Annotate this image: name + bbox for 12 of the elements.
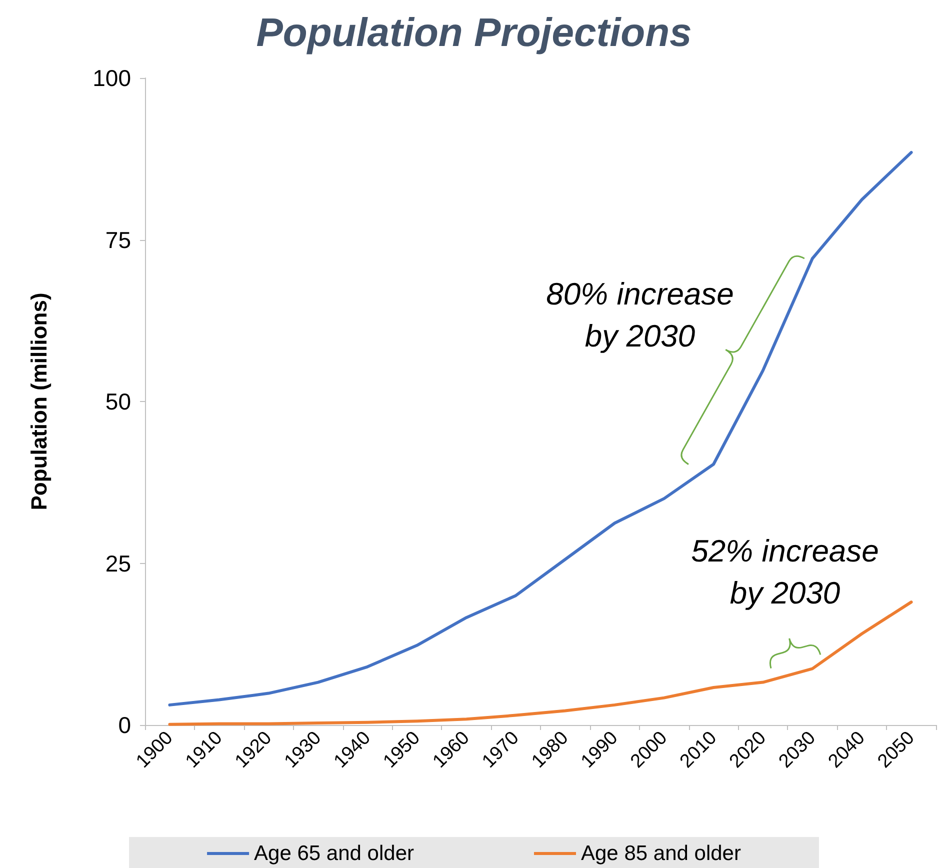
chart-title: Population Projections [256,11,692,55]
y-tick-label: 0 [118,712,131,738]
y-tick-label: 50 [105,388,131,414]
y-tick-label: 25 [105,550,131,576]
legend-label: Age 85 and older [581,842,741,865]
y-axis-title: Population (millions) [26,292,52,510]
legend-label: Age 65 and older [254,842,414,865]
line-series [168,150,913,706]
y-tick-label: 100 [92,65,131,91]
annotation: 80% increase by 2030 [546,276,734,354]
annotation: 52% increase by 2030 [691,534,879,610]
y-tick-label: 75 [105,226,131,253]
